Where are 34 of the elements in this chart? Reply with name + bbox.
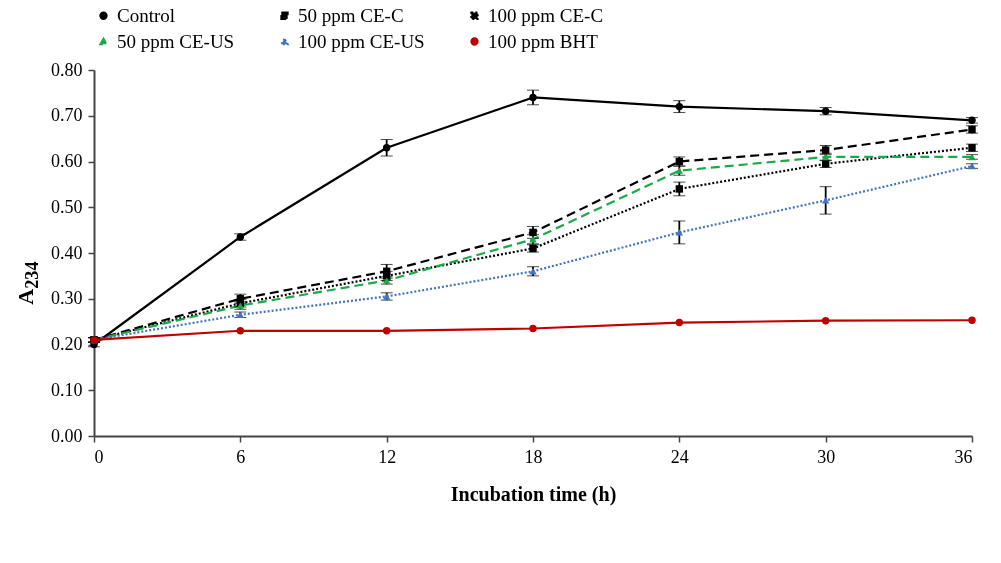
legend-label: 100 ppm BHT [488,30,599,52]
legend-label: 100 ppm CE-C [488,4,604,26]
y-tick-label: 0.30 [51,288,83,309]
point [382,327,391,335]
x-tick-label: 18 [524,446,543,467]
x-tick-label: 6 [236,446,246,467]
y-tick-label: 0.50 [51,196,83,217]
point [529,93,537,102]
point [382,144,391,152]
point [675,318,684,327]
x-tick-label: 12 [378,446,397,467]
y-tick-label: 0.40 [51,242,83,263]
point [529,324,537,333]
point [821,317,830,325]
legend-label: Control [117,4,176,26]
point [675,185,684,193]
point [675,229,684,236]
y-tick-label: 0.20 [51,334,83,354]
point [968,316,976,324]
x-tick-label: 36 [954,446,973,467]
y-tick-label: 0.80 [51,59,83,80]
legend-label: 100 ppm CE-US [298,30,425,52]
x-axis-title: Incubation time (h) [450,482,617,506]
legend-label: 50 ppm CE-US [117,30,235,52]
point [821,197,830,204]
y-tick-label: 0.60 [51,151,83,171]
point [236,327,245,335]
y-tick-label: 0.70 [51,105,83,126]
x-tick-label: 30 [817,446,836,467]
x-tick-label: 24 [670,446,689,467]
legend-label: 50 ppm CE-C [298,4,404,26]
x-tick-label: 0 [94,446,104,467]
y-tick-label: 0.00 [51,425,83,446]
y-tick-label: 0.10 [51,379,83,400]
